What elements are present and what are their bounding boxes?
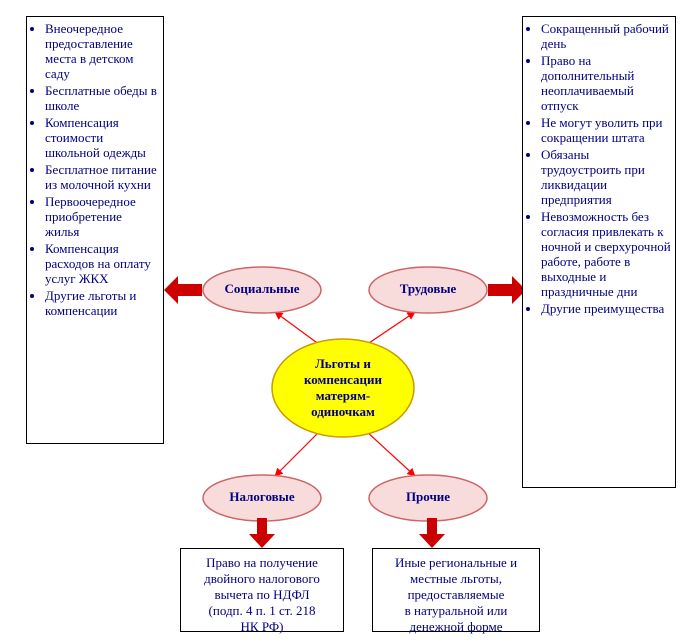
- labor-node: Трудовые: [368, 266, 488, 314]
- center-label-2: компенсации: [304, 372, 382, 387]
- list-item: Бесплатные обеды в школе: [45, 83, 159, 113]
- list-item: Первоочередное приобретение жилья: [45, 194, 159, 239]
- list-item: Другие льготы и компенсации: [45, 288, 159, 318]
- list-item: Внеочередное предоставление места в детс…: [45, 21, 159, 81]
- center-node: Льготы и компенсации матерям- одиночкам: [271, 338, 415, 438]
- list-item: Компенсация стоимости школьной одежды: [45, 115, 159, 160]
- list-item: Бесплатное питание из молочной кухни: [45, 162, 159, 192]
- list-item: Компенсация расходов на оплату услуг ЖКХ: [45, 241, 159, 286]
- labor-box: Сокращенный рабочий деньПраво на дополни…: [522, 16, 676, 488]
- list-item: Обязаны трудоустроить при ликвидации пре…: [541, 147, 671, 207]
- arrow-right-icon: [488, 276, 526, 304]
- arrow-down-other-icon: [419, 518, 445, 548]
- list-item: Право на дополнительный неоплачиваемый о…: [541, 53, 671, 113]
- list-item: Сокращенный рабочий день: [541, 21, 671, 51]
- social-node: Социальные: [202, 266, 322, 314]
- tax-box: Право на получениедвойного налоговоговыч…: [180, 548, 344, 632]
- diagram-frame: Льготы и компенсации матерям- одиночкам …: [0, 0, 700, 642]
- other-node: Прочие: [368, 474, 488, 522]
- list-item: Другие преимущества: [541, 301, 671, 316]
- center-label-4: одиночкам: [311, 404, 375, 419]
- arrow-down-tax-icon: [249, 518, 275, 548]
- social-box: Внеочередное предоставление места в детс…: [26, 16, 164, 444]
- tax-text: Право на получениедвойного налоговоговыч…: [181, 549, 343, 641]
- social-list: Внеочередное предоставление места в детс…: [45, 21, 159, 318]
- center-label-3: матерям-: [316, 388, 371, 403]
- social-label: Социальные: [224, 281, 299, 296]
- list-item: Не могут уволить при сокращении штата: [541, 115, 671, 145]
- list-item: Невозможность без согласия привлекать к …: [541, 209, 671, 299]
- tax-node: Налоговые: [202, 474, 322, 522]
- labor-list: Сокращенный рабочий деньПраво на дополни…: [541, 21, 671, 316]
- center-label-1: Льготы и: [315, 356, 371, 371]
- arrow-left-icon: [164, 276, 202, 304]
- labor-label: Трудовые: [400, 281, 457, 296]
- other-text: Иные региональные иместные льготы,предос…: [373, 549, 539, 641]
- other-box: Иные региональные иместные льготы,предос…: [372, 548, 540, 632]
- other-label: Прочие: [406, 489, 450, 504]
- tax-label: Налоговые: [229, 489, 294, 504]
